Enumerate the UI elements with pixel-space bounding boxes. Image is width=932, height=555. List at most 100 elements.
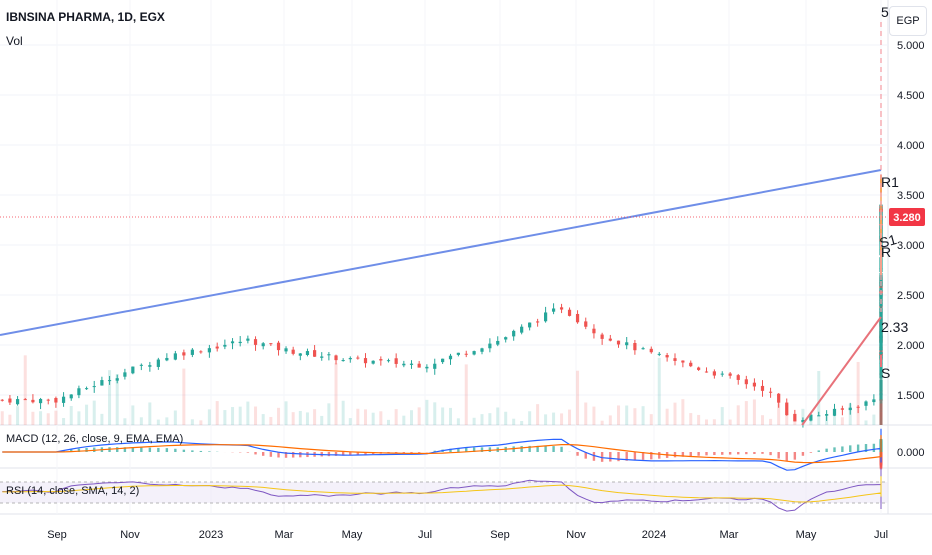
- macd-histogram-bar: [560, 447, 562, 452]
- candle-body: [174, 353, 177, 359]
- volume-bar: [737, 405, 740, 425]
- volume-bar: [299, 411, 302, 425]
- macd-histogram-bar: [166, 448, 168, 452]
- rsi-label[interactable]: RSI (14, close, SMA, 14, 2): [6, 485, 139, 497]
- candle-body: [334, 355, 337, 360]
- y-tick-label: 2.500: [897, 290, 925, 302]
- candle-body: [457, 353, 460, 355]
- candle-body: [544, 312, 547, 321]
- macd-histogram-bar: [328, 452, 330, 456]
- x-tick-label: 2024: [642, 529, 666, 541]
- macd-histogram-bar: [721, 452, 723, 455]
- last-price-value: 3.280: [893, 212, 921, 224]
- macd-histogram-bar: [116, 447, 118, 452]
- macd-histogram-bar: [149, 448, 151, 452]
- candle-body: [364, 358, 367, 363]
- x-tick-label: Nov: [120, 529, 140, 541]
- candle-body: [239, 342, 242, 343]
- label-s1: S1: [878, 231, 899, 251]
- macd-histogram-bar: [825, 449, 827, 452]
- candle-body: [721, 374, 724, 375]
- candle-body: [441, 359, 444, 362]
- candle-body: [785, 403, 788, 416]
- volume-bar: [633, 408, 636, 425]
- candle-body: [8, 399, 11, 403]
- volume-bar: [504, 412, 507, 425]
- volume-bar: [123, 418, 126, 425]
- candle-body: [320, 356, 323, 357]
- candle-body: [480, 348, 483, 351]
- candle-body: [148, 365, 151, 367]
- macd-histogram-bar: [410, 452, 412, 453]
- candle-body: [1, 400, 4, 401]
- candle-body: [433, 364, 436, 369]
- volume-bar: [552, 413, 555, 425]
- candle-body: [116, 378, 119, 380]
- target-label-233: 2.33: [881, 319, 908, 335]
- candle-body: [387, 360, 390, 361]
- volume-bar: [216, 401, 219, 425]
- candle-body: [512, 331, 515, 336]
- candle-body: [650, 349, 653, 352]
- candle-body: [713, 371, 716, 375]
- candle-body: [536, 321, 539, 322]
- candle-body: [658, 354, 661, 355]
- volume-bar: [568, 410, 571, 425]
- candle-body: [342, 360, 345, 361]
- volume-bar: [131, 405, 134, 425]
- candle-body: [666, 355, 669, 357]
- volume-bar: [841, 417, 844, 425]
- volume-bar: [441, 407, 444, 425]
- candle-body: [576, 314, 579, 322]
- volume-bar: [681, 399, 684, 425]
- candle-body: [488, 344, 491, 349]
- candle-body: [356, 358, 359, 359]
- volume-bar: [872, 415, 875, 425]
- macd-histogram-bar: [841, 446, 843, 452]
- macd-histogram-bar: [634, 452, 636, 460]
- volume-bar: [520, 421, 523, 425]
- volume-bar: [418, 407, 421, 425]
- volume-bar: [528, 411, 531, 425]
- candle-body: [269, 343, 272, 344]
- candle-body: [284, 348, 287, 351]
- candle-body: [769, 392, 772, 393]
- macd-histogram-bar: [576, 452, 578, 456]
- x-tick-label: May: [342, 529, 363, 541]
- macd-histogram-bar: [593, 452, 595, 461]
- volume-bar: [262, 414, 265, 425]
- volume-bar: [349, 418, 352, 425]
- y-tick-label: 4.000: [897, 140, 925, 152]
- candle-body: [77, 388, 80, 395]
- candle-body: [70, 394, 73, 398]
- x-tick-label: May: [796, 529, 817, 541]
- volume-bar: [865, 420, 868, 425]
- volume-bar: [512, 419, 515, 425]
- candle-body: [313, 350, 316, 357]
- candle-body: [108, 380, 111, 381]
- currency-button[interactable]: EGP: [889, 6, 927, 36]
- candle-body: [402, 364, 405, 366]
- macd-label[interactable]: MACD (12, 26, close, 9, EMA, EMA): [6, 433, 183, 445]
- candle-body: [157, 360, 160, 367]
- x-tick-label: 2023: [199, 529, 223, 541]
- symbol-title[interactable]: IBNSINA PHARMA, 1D, EGX: [6, 10, 165, 24]
- macd-histogram-bar: [617, 452, 619, 461]
- volume-bar: [617, 405, 620, 425]
- volume-bar: [93, 401, 96, 425]
- volume-bar: [199, 420, 202, 425]
- candle-body: [327, 354, 330, 355]
- macd-histogram-bar: [208, 451, 210, 452]
- volume-bar: [342, 401, 345, 425]
- volume-bar: [449, 408, 452, 425]
- volume-bar: [223, 410, 226, 425]
- candle-body: [609, 339, 612, 341]
- candle-body: [761, 386, 764, 391]
- macd-histogram-bar: [174, 449, 176, 452]
- volume-bar: [364, 409, 367, 425]
- macd-histogram-bar: [857, 445, 859, 452]
- volume-bar: [85, 405, 88, 425]
- candle-body: [528, 323, 531, 328]
